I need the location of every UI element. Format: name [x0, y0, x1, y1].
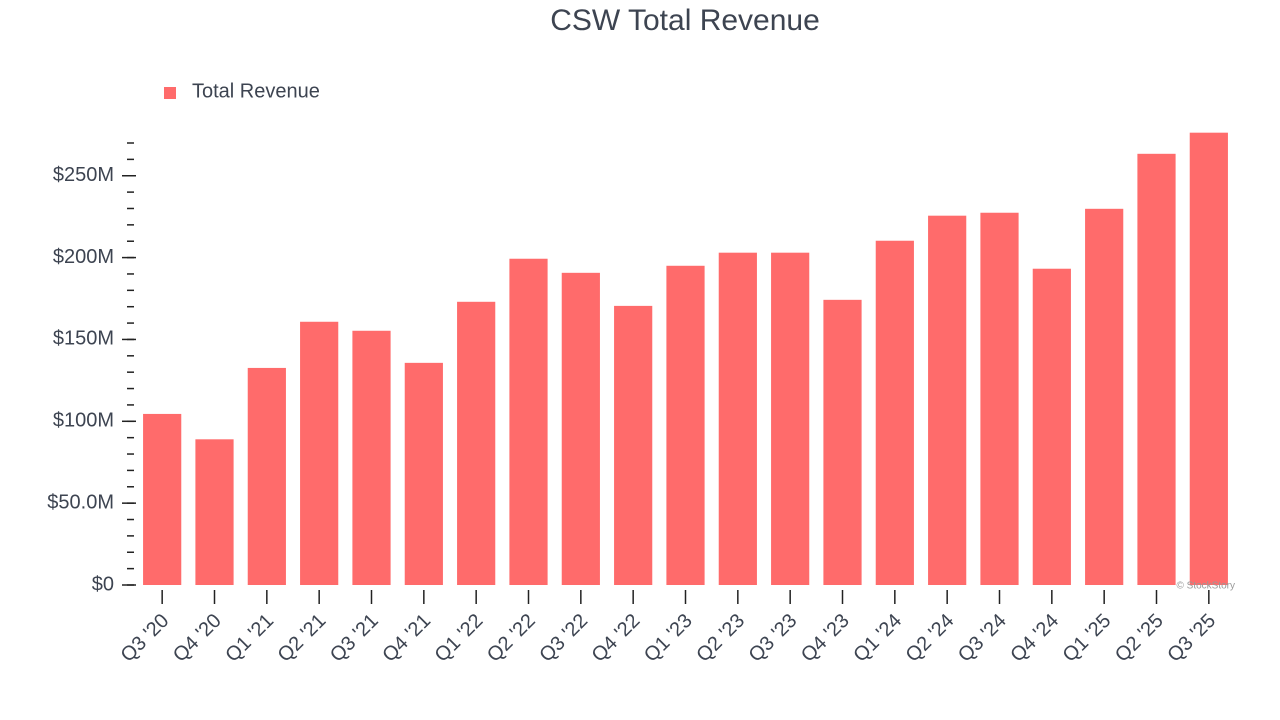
bar [247, 367, 286, 585]
bar [718, 252, 757, 585]
bar [614, 305, 653, 585]
bar [457, 301, 496, 585]
x-tick-label: Q3 '24 [954, 610, 1011, 667]
y-tick-label: $150M [53, 328, 114, 350]
bar [1137, 153, 1176, 585]
bar [1032, 268, 1071, 585]
x-tick-label: Q2 '25 [1111, 610, 1168, 667]
x-tick-label: Q1 '24 [849, 610, 906, 667]
x-tick-label: Q3 '22 [535, 610, 592, 667]
x-tick-label: Q1 '22 [431, 610, 488, 667]
bar [352, 330, 391, 585]
chart-title: CSW Total Revenue [550, 4, 820, 37]
x-tick-label: Q4 '23 [797, 610, 854, 667]
bar [300, 321, 339, 585]
bar [875, 240, 914, 585]
x-tick-label: Q2 '24 [902, 610, 959, 667]
legend-label: Total Revenue [192, 80, 320, 102]
x-tick-label: Q3 '20 [117, 610, 174, 667]
x-tick-label: Q2 '21 [274, 610, 331, 667]
bar [1189, 132, 1228, 586]
x-tick-label: Q4 '21 [378, 610, 435, 667]
bar [143, 413, 182, 585]
bar [509, 258, 548, 585]
bar [666, 265, 705, 585]
watermark: © StockStory [1177, 581, 1236, 592]
x-tick-label: Q4 '20 [169, 610, 226, 667]
x-tick-label: Q2 '23 [692, 610, 749, 667]
x-tick-label: Q1 '21 [221, 610, 278, 667]
x-tick-label: Q3 '25 [1163, 610, 1220, 667]
bar [404, 362, 443, 585]
y-tick-label: $100M [53, 410, 114, 432]
bar [980, 212, 1019, 585]
bar [1085, 208, 1124, 585]
bar [561, 272, 600, 585]
x-tick-label: Q1 '23 [640, 610, 697, 667]
bar [823, 299, 862, 585]
bar [771, 252, 810, 585]
x-tick-label: Q1 '25 [1059, 610, 1116, 667]
x-tick-label: Q2 '22 [483, 610, 540, 667]
y-tick-label: $0 [92, 573, 114, 595]
x-tick-label: Q3 '23 [745, 610, 802, 667]
y-tick-label: $50.0M [47, 491, 114, 513]
bar [928, 215, 967, 585]
x-tick-label: Q4 '22 [588, 610, 645, 667]
x-tick-label: Q3 '21 [326, 610, 383, 667]
y-tick-label: $250M [53, 164, 114, 186]
y-tick-label: $200M [53, 246, 114, 268]
bar [195, 439, 234, 585]
legend-swatch [164, 87, 176, 99]
x-tick-label: Q4 '24 [1006, 610, 1063, 667]
